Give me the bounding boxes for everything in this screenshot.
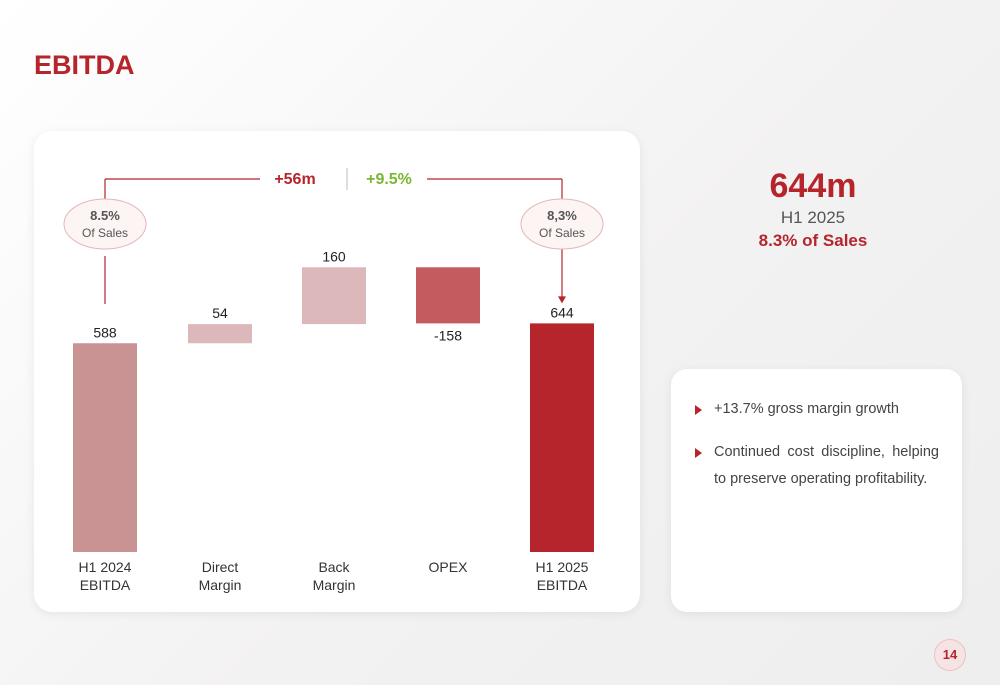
category-label: EBITDA — [537, 577, 588, 593]
category-label: Margin — [313, 577, 356, 593]
bridge-delta-pct: +9.5% — [366, 171, 412, 188]
note-text: +13.7% gross margin growth — [714, 401, 899, 417]
value-label: 644 — [550, 304, 574, 320]
kpi-value: 644m — [769, 167, 857, 205]
value-label: 54 — [212, 305, 228, 321]
value-label: 160 — [322, 248, 346, 264]
kpi-period: H1 2025 — [780, 208, 846, 227]
bar-4 — [530, 323, 594, 552]
category-label: H1 2025 — [536, 559, 589, 575]
category-label: Margin — [199, 577, 242, 593]
end-badge-value: 8,3% — [547, 208, 577, 223]
notes-list: +13.7% gross margin growth Continued cos… — [695, 396, 939, 509]
start-badge-value: 8.5% — [90, 208, 120, 223]
note-item: +13.7% gross margin growth — [695, 396, 939, 423]
page-title: EBITDA — [34, 50, 135, 80]
waterfall-chart: 588 H1 2024 EBITDA 54 Direct Margin 160 Back Mar… — [63, 168, 604, 593]
chart-bars — [73, 267, 594, 552]
bar-3 — [416, 267, 480, 324]
category-label: H1 2024 — [79, 559, 132, 575]
end-badge-caption: Of Sales — [539, 226, 585, 240]
kpi-share: 8.3% of Sales — [758, 231, 868, 250]
category-label: OPEX — [429, 559, 469, 575]
category-label: Direct — [202, 559, 239, 575]
value-label: 588 — [93, 324, 117, 340]
arrow-down-icon — [558, 296, 566, 304]
kpi-panel: 644m H1 2025 8.3% of Sales — [700, 165, 926, 253]
start-badge-caption: Of Sales — [82, 226, 128, 240]
bar-0 — [73, 343, 137, 552]
note-item: Continued cost discipline, helping to pr… — [695, 439, 939, 493]
triangle-bullet-icon — [695, 405, 702, 415]
end-badge — [520, 198, 604, 250]
note-text: Continued cost discipline, helping to pr… — [714, 444, 939, 487]
chart-labels: 588 H1 2024 EBITDA 54 Direct Margin 160 Back Mar… — [79, 171, 589, 593]
triangle-bullet-icon — [695, 448, 702, 458]
page-number: 14 — [934, 639, 966, 671]
category-label: EBITDA — [80, 577, 131, 593]
notes-card: +13.7% gross margin growth Continued cos… — [671, 369, 962, 612]
bridge-delta-abs: +56m — [274, 171, 315, 188]
bridge-connector — [63, 168, 604, 304]
bar-1 — [188, 324, 252, 344]
start-badge — [63, 198, 147, 250]
bar-2 — [302, 267, 366, 325]
category-label: Back — [318, 559, 350, 575]
value-label: -158 — [434, 327, 462, 343]
waterfall-chart-card: 588 H1 2024 EBITDA 54 Direct Margin 160 Back Mar… — [34, 131, 640, 612]
